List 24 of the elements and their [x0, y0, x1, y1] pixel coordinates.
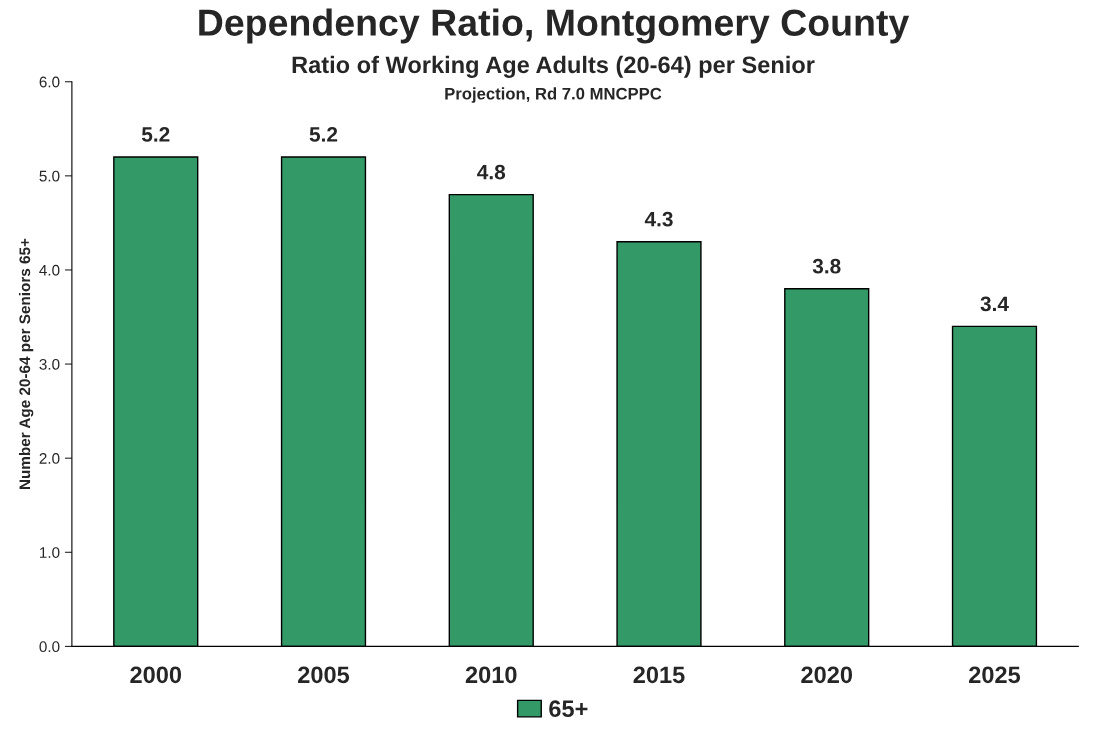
chart-title: Dependency Ratio, Montgomery County — [199, 8, 910, 44]
x-tick-label: 2000 — [130, 666, 182, 684]
annotation: Projection, Rd 7.0 MNCPPC — [445, 87, 662, 103]
data-label: 3.8 — [812, 258, 841, 274]
data-label: 3.4 — [980, 296, 1009, 312]
x-tick-label: 2020 — [801, 666, 853, 684]
y-axis-title: Number Age 20-64 per Seniors 65+ — [18, 238, 34, 490]
data-label: 5.2 — [309, 127, 338, 142]
chart-subtitle: Ratio of Working Age Adults (20-64) per Senior — [292, 55, 815, 78]
y-tick-label: 3.0 — [39, 358, 60, 370]
legend-label: 65+ — [549, 700, 588, 718]
data-label: 4.8 — [477, 164, 506, 180]
x-tick-label: 2005 — [298, 666, 350, 684]
y-tick-label: 2.0 — [39, 453, 60, 464]
y-tick-label: 4.0 — [39, 264, 60, 276]
y-tick-label: 5.0 — [39, 170, 60, 182]
x-tick-label: 2025 — [969, 666, 1021, 684]
x-tick-label: 2015 — [633, 666, 685, 684]
x-tick-label: 2010 — [465, 666, 517, 684]
data-label: 4.3 — [644, 211, 673, 227]
y-tick-label: 6.0 — [39, 76, 60, 88]
y-tick-label: 0.0 — [39, 641, 60, 653]
data-label: 5.2 — [141, 127, 170, 142]
y-tick-label: 1.0 — [40, 547, 60, 558]
